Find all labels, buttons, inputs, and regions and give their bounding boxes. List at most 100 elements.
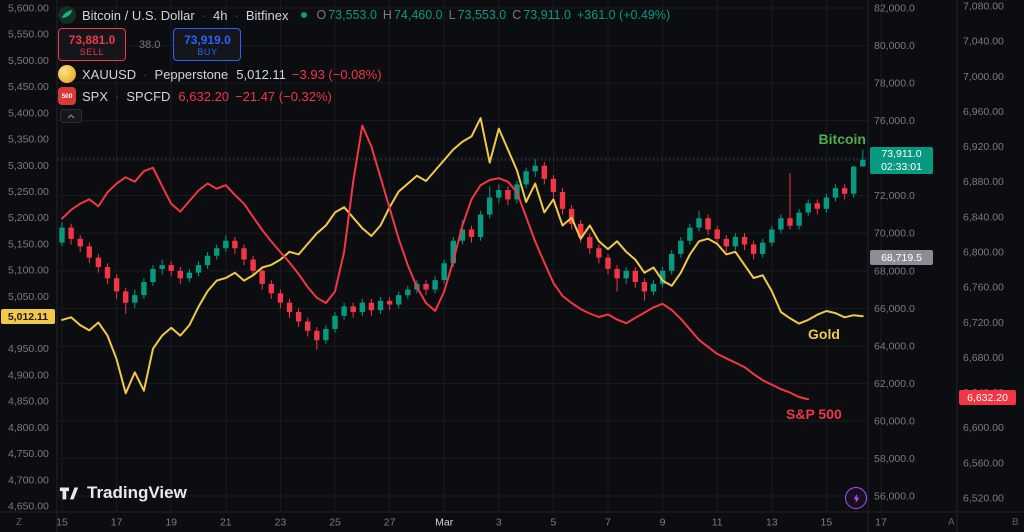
low-label: L [448, 8, 456, 22]
btc-price-scale[interactable]: 82,000.080,000.078,000.076,000.074,000.0… [874, 3, 915, 503]
svg-text:11: 11 [712, 517, 723, 529]
svg-text:5,450.00: 5,450.00 [8, 81, 49, 93]
sell-button[interactable]: 73,881.0 SELL [58, 28, 126, 61]
compare-symbol: XAUUSD [82, 66, 137, 82]
tradingview-logo[interactable]: TradingView [58, 482, 187, 504]
btc-last-price-badge: 73,911.0 02:33:01 [870, 147, 933, 174]
gold-price-badge: 5,012.11 [1, 309, 55, 324]
last-price-value: 73,911.0 [881, 147, 922, 160]
svg-text:6,600.00: 6,600.00 [963, 422, 1004, 434]
svg-text:64,000.0: 64,000.0 [874, 340, 915, 352]
market-status-dot [300, 12, 307, 18]
separator: · [115, 88, 120, 104]
buy-label: BUY [197, 46, 218, 57]
svg-text:15: 15 [821, 517, 833, 529]
svg-text:6,840.00: 6,840.00 [963, 211, 1004, 223]
sell-label: SELL [79, 46, 105, 57]
spx-line [61, 124, 810, 401]
sp500-annotation: S&P 500 [786, 406, 842, 422]
svg-text:4,650.00: 4,650.00 [8, 501, 49, 513]
svg-text:62,000.0: 62,000.0 [874, 378, 915, 390]
svg-text:5,500.00: 5,500.00 [8, 55, 49, 67]
svg-text:25: 25 [329, 517, 341, 529]
svg-text:70,000.0: 70,000.0 [874, 228, 915, 240]
spx-price-scale[interactable]: 7,080.00 7,040.00 7,000.00 6,960.00 6,920.00… [963, 1, 1004, 505]
high-value: 74,460.0 [393, 8, 443, 22]
svg-text:Mar: Mar [435, 517, 454, 529]
svg-text:4,900.00: 4,900.00 [8, 369, 49, 381]
svg-text:4,850.00: 4,850.00 [8, 396, 49, 408]
svg-text:76,000.0: 76,000.0 [874, 115, 915, 127]
change-value: +361.0 (+0.49%) [577, 8, 671, 22]
legend-collapse-button[interactable] [60, 109, 82, 123]
interval-label: 4h [213, 7, 228, 23]
svg-text:3: 3 [496, 517, 502, 529]
svg-text:7,000.00: 7,000.00 [963, 71, 1004, 83]
spx-price-badge: 6,632.20 [959, 390, 1016, 405]
svg-text:27: 27 [384, 517, 396, 529]
svg-text:60,000.0: 60,000.0 [874, 415, 915, 427]
open-label: O [316, 8, 327, 22]
svg-text:5: 5 [550, 517, 556, 529]
compare-exchange: SPCFD [126, 88, 171, 104]
svg-text:4,750.00: 4,750.00 [8, 448, 49, 460]
svg-text:6,520.00: 6,520.00 [963, 493, 1004, 505]
separator: · [234, 7, 239, 23]
symbol-title: Bitcoin / U.S. Dollar [82, 7, 195, 23]
svg-text:6,760.00: 6,760.00 [963, 282, 1004, 294]
bitfinex-logo-icon [58, 6, 76, 24]
close-label: C [512, 8, 522, 22]
svg-text:5,100.00: 5,100.00 [8, 265, 49, 277]
open-value: 73,553.0 [328, 8, 377, 22]
gold-symbol-icon [58, 65, 76, 83]
svg-text:6,880.00: 6,880.00 [963, 176, 1004, 188]
svg-text:78,000.0: 78,000.0 [874, 78, 915, 90]
svg-text:80,000.0: 80,000.0 [874, 40, 915, 52]
chevron-up-icon [67, 113, 75, 118]
bitcoin-annotation: Bitcoin [818, 131, 866, 147]
sell-price: 73,881.0 [68, 32, 116, 47]
svg-text:5,600.00: 5,600.00 [8, 3, 49, 15]
svg-text:5,150.00: 5,150.00 [8, 238, 49, 250]
svg-text:82,000.0: 82,000.0 [874, 3, 915, 15]
svg-text:5,200.00: 5,200.00 [8, 212, 49, 224]
svg-text:68,000.0: 68,000.0 [874, 265, 915, 277]
tradingview-logomark-icon [59, 487, 79, 500]
compare-row-xauusd[interactable]: XAUUSD · Pepperstone 5,012.11 −3.93 (−0.… [58, 65, 382, 83]
svg-text:6,920.00: 6,920.00 [963, 141, 1004, 153]
exchange-label: Bitfinex [245, 7, 289, 23]
svg-text:4,700.00: 4,700.00 [8, 474, 49, 486]
compare-exchange: Pepperstone [154, 66, 229, 82]
buy-button[interactable]: 73,919.0 BUY [173, 28, 242, 61]
svg-text:17: 17 [111, 517, 123, 529]
spx-scale-letter: B [1012, 517, 1019, 528]
time-scale[interactable]: 15 17 19 21 23 25 27 Mar 3 5 7 9 11 13 15 17 [56, 517, 887, 529]
svg-text:6,680.00: 6,680.00 [963, 352, 1004, 364]
gold-annotation: Gold [808, 326, 840, 342]
svg-text:21: 21 [220, 517, 232, 529]
svg-text:7: 7 [605, 517, 611, 529]
compare-value: 6,632.20 [178, 88, 230, 104]
low-value: 73,553.0 [457, 8, 507, 22]
lightning-button[interactable] [845, 487, 867, 509]
svg-text:58,000.0: 58,000.0 [874, 453, 915, 465]
compare-row-spx[interactable]: 500 SPX · SPCFD 6,632.20 −21.47 (−0.32%) [58, 87, 332, 105]
lightning-icon [853, 493, 859, 503]
gold-price-scale[interactable]: 5,600.00 5,550.00 5,500.00 5,450.00 5,400.00… [8, 3, 49, 513]
svg-text:66,000.0: 66,000.0 [874, 303, 915, 315]
svg-text:9: 9 [660, 517, 666, 529]
high-label: H [382, 8, 392, 22]
svg-text:23: 23 [275, 517, 287, 529]
btc-secondary-price-badge: 68,719.5 [870, 250, 933, 265]
bar-countdown: 02:33:01 [881, 160, 922, 173]
svg-text:13: 13 [766, 517, 778, 529]
svg-text:19: 19 [165, 517, 177, 529]
compare-symbol: SPX [82, 88, 109, 104]
ohlc-values: O 73,553.0 H 74,460.0 L 73,553.0 C 73,911.0 … [317, 8, 671, 22]
svg-text:72,000.0: 72,000.0 [874, 190, 915, 202]
